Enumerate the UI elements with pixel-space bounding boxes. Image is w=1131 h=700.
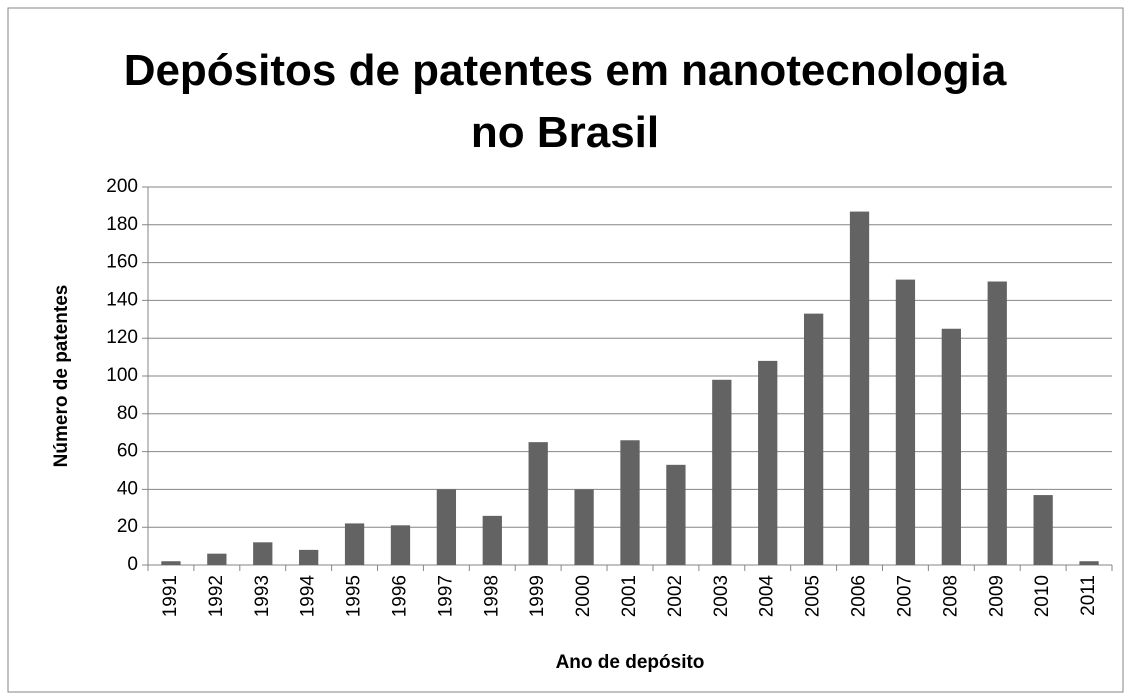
bar [482, 515, 502, 565]
bar [253, 542, 273, 565]
x-tick-label: 1992 [206, 575, 227, 617]
x-tick-label: 1991 [160, 575, 181, 617]
y-tick-label: 180 [106, 214, 138, 235]
x-tick-label: 2010 [1032, 575, 1053, 617]
x-tick-label: 2005 [803, 575, 824, 617]
y-tick-label: 140 [106, 289, 138, 310]
bar [941, 328, 961, 565]
bar [528, 442, 548, 565]
bar [1033, 495, 1053, 565]
x-tick-label: 2008 [940, 575, 961, 617]
x-axis-label: Ano de depósito [556, 652, 705, 673]
bar [574, 489, 594, 565]
bar [161, 561, 181, 565]
bar [987, 281, 1007, 565]
x-tick-label: 2002 [665, 575, 686, 617]
bar [758, 360, 778, 565]
y-tick-label: 160 [106, 252, 138, 273]
bar [390, 525, 411, 565]
x-tick-label: 1995 [344, 575, 365, 617]
bar [895, 279, 916, 565]
x-tick-label: 1993 [252, 575, 273, 617]
x-tick-label: 1996 [389, 575, 410, 617]
x-tick-label: 1999 [527, 575, 548, 617]
bar [207, 553, 227, 565]
x-tick-label: 2006 [849, 575, 870, 617]
bar [1079, 561, 1099, 565]
x-tick-label: 2011 [1078, 575, 1099, 616]
x-tick-label: 2007 [894, 575, 915, 617]
bar [436, 489, 457, 565]
y-tick-label: 0 [127, 554, 138, 575]
y-tick-label: 80 [117, 403, 138, 424]
chart-title: Depósitos de patentes em nanotecnologia … [123, 46, 1007, 157]
x-tick-label: 1994 [298, 575, 319, 618]
y-tick-label: 100 [106, 365, 138, 386]
bar [803, 313, 824, 565]
x-tick-label: 2001 [619, 575, 640, 617]
y-tick-label: 200 [106, 176, 138, 197]
bar [344, 523, 365, 565]
bar [666, 464, 686, 565]
x-tick-label: 1998 [481, 575, 502, 617]
x-tick-label: 1997 [435, 575, 456, 617]
y-tick-label: 120 [106, 327, 138, 348]
bar [712, 379, 732, 565]
x-tick-label: 2009 [986, 575, 1007, 617]
bar [299, 549, 319, 565]
chart-border [7, 7, 1124, 693]
bar [620, 440, 640, 565]
x-tick-label: 2003 [711, 575, 732, 617]
y-axis-label: Número de patentes [51, 285, 72, 468]
bar [849, 211, 870, 565]
x-tick-label: 2004 [757, 575, 778, 618]
y-tick-label: 40 [117, 478, 138, 499]
x-tick-label: 2000 [573, 575, 594, 617]
y-tick-label: 20 [117, 516, 138, 537]
y-tick-label: 60 [117, 441, 138, 462]
